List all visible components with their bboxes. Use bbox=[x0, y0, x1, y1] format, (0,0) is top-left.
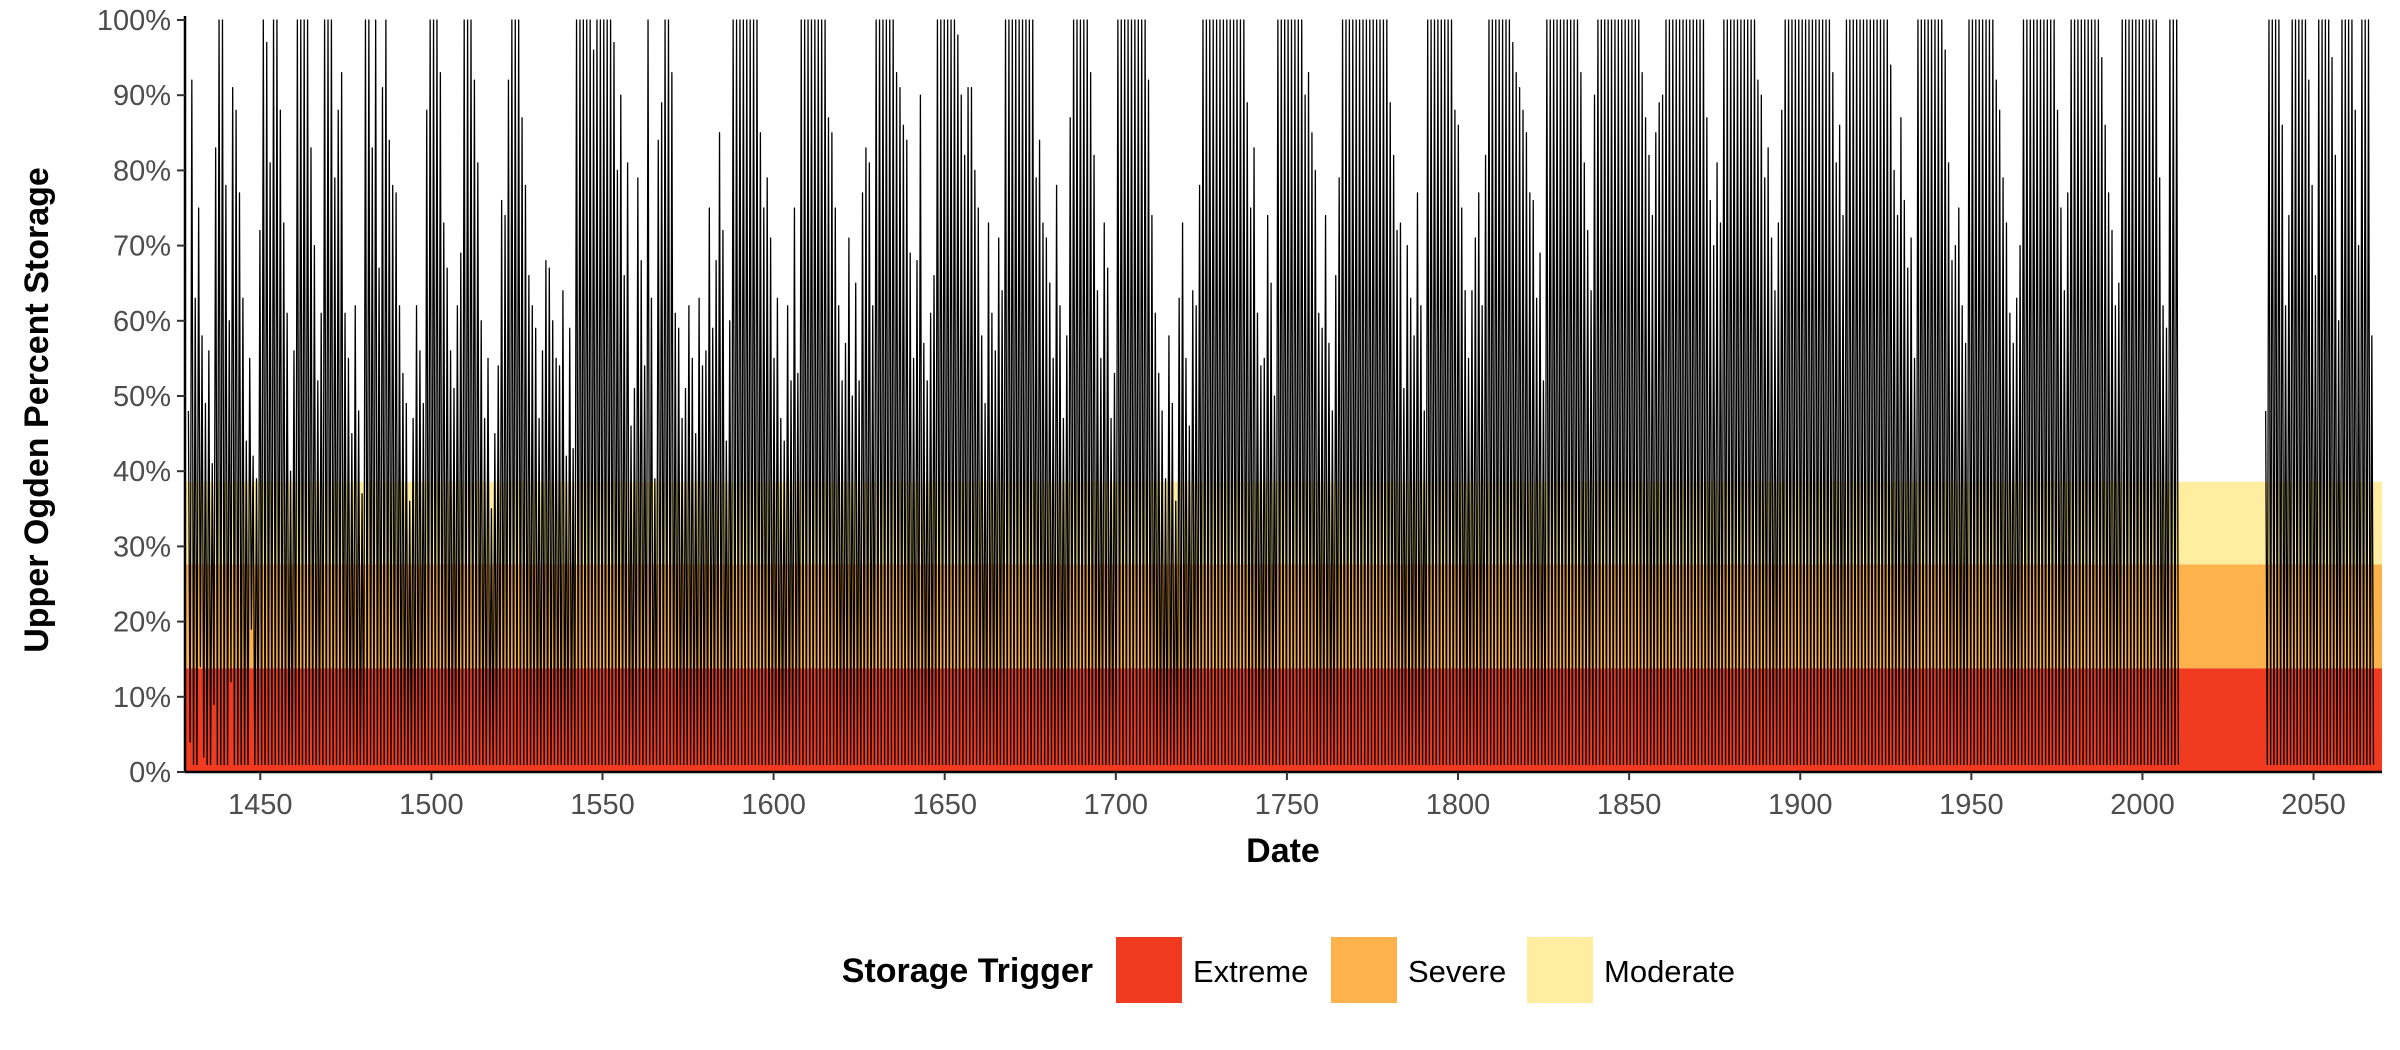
y-axis-title: Upper Ogden Percent Storage bbox=[18, 167, 56, 653]
y-tick-label: 30% bbox=[113, 531, 171, 563]
legend-label-moderate: Moderate bbox=[1604, 954, 1735, 989]
legend-key-severe bbox=[1331, 937, 1397, 1003]
y-tick-label: 40% bbox=[113, 456, 171, 488]
x-tick-label: 1650 bbox=[912, 789, 977, 821]
x-tick-label: 1800 bbox=[1426, 789, 1491, 821]
y-tick-label: 20% bbox=[113, 607, 171, 639]
x-tick-label: 2000 bbox=[2110, 789, 2175, 821]
storage-line-segment-1 bbox=[187, 19, 2180, 766]
y-tick-label: 50% bbox=[113, 381, 171, 413]
x-ticks: 1450 1500 1550 1600 1650 1700 1750 1800 1850 1900… bbox=[228, 772, 2346, 821]
y-ticks: 0% 10% 20% 30% 40% 50% 60% 70% 80% 90% 100% bbox=[97, 5, 185, 789]
y-tick-label: 60% bbox=[113, 306, 171, 338]
x-tick-label: 1500 bbox=[399, 789, 464, 821]
legend-label-extreme: Extreme bbox=[1193, 954, 1308, 989]
y-tick-label: 100% bbox=[97, 5, 171, 37]
x-tick-label: 2050 bbox=[2281, 789, 2346, 821]
x-tick-label: 1850 bbox=[1597, 789, 1662, 821]
y-tick-label: 0% bbox=[129, 757, 171, 789]
legend-key-extreme bbox=[1116, 937, 1182, 1003]
y-tick-label: 80% bbox=[113, 155, 171, 187]
x-tick-label: 1950 bbox=[1939, 789, 2004, 821]
storage-line-segment-2 bbox=[2265, 19, 2375, 766]
x-axis-title: Date bbox=[1246, 832, 1320, 870]
legend-title: Storage Trigger bbox=[842, 952, 1093, 990]
x-tick-label: 1750 bbox=[1255, 789, 1320, 821]
legend-label-severe: Severe bbox=[1408, 954, 1506, 989]
y-tick-label: 10% bbox=[113, 682, 171, 714]
legend: Storage Trigger Extreme Severe Moderate bbox=[842, 937, 1735, 1003]
x-tick-label: 1900 bbox=[1768, 789, 1833, 821]
y-tick-label: 90% bbox=[113, 80, 171, 112]
legend-key-moderate bbox=[1527, 937, 1593, 1003]
axes bbox=[183, 16, 2382, 774]
legend-entries: Extreme Severe Moderate bbox=[1116, 937, 1735, 1003]
x-tick-label: 1550 bbox=[570, 789, 635, 821]
x-tick-label: 1700 bbox=[1084, 789, 1149, 821]
x-tick-label: 1600 bbox=[741, 789, 806, 821]
x-tick-label: 1450 bbox=[228, 789, 293, 821]
storage-series bbox=[187, 19, 2375, 766]
y-tick-label: 70% bbox=[113, 231, 171, 263]
